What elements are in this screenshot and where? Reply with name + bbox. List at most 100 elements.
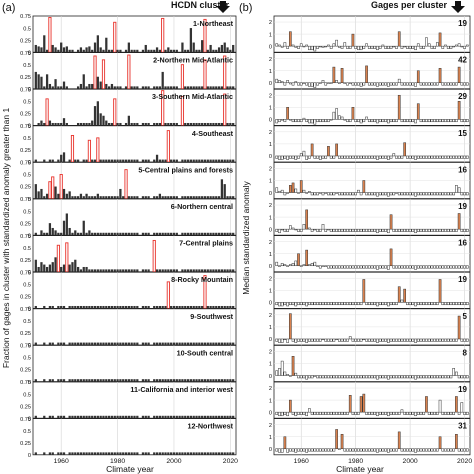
data-bar [133, 232, 136, 236]
data-bar [332, 192, 336, 196]
data-bar [291, 448, 295, 452]
data-bar [460, 402, 464, 413]
data-bar [158, 415, 162, 419]
data-bar [419, 375, 423, 379]
data-bar [206, 86, 209, 89]
highlight-bar [299, 180, 303, 193]
y-tick-label: 1 [269, 435, 272, 441]
data-bar [164, 196, 167, 199]
data-bar [172, 305, 176, 309]
data-bar [335, 338, 338, 341]
data-bar [403, 448, 407, 452]
data-bar [105, 452, 108, 455]
data-bar [280, 119, 284, 121]
data-bar [286, 448, 289, 453]
data-bar [365, 265, 368, 269]
data-bar [343, 265, 347, 269]
data-bar [91, 120, 94, 126]
data-bar [335, 39, 338, 47]
data-bar [337, 338, 341, 342]
data-bar [452, 82, 456, 86]
data-bar [406, 448, 409, 452]
data-bar [411, 375, 415, 379]
data-bar [359, 192, 363, 196]
data-bar [175, 232, 178, 236]
data-bar [215, 159, 218, 162]
data-bar [280, 228, 284, 231]
highlight-bar [403, 288, 407, 303]
data-bar [357, 45, 360, 51]
data-bar [278, 302, 281, 307]
data-bar [34, 44, 37, 53]
data-bar [212, 49, 215, 53]
y-tick-label: 0.25 [20, 404, 31, 410]
data-bar [155, 269, 159, 272]
data-bar [82, 74, 85, 89]
data-bar [170, 49, 173, 53]
data-bar [229, 232, 232, 236]
data-bar [170, 86, 173, 89]
data-bar [406, 119, 409, 123]
data-bar [400, 119, 404, 123]
data-bar [172, 342, 176, 345]
data-bar [65, 86, 68, 89]
data-bar [340, 228, 344, 232]
highlight-bar [457, 315, 461, 340]
data-bar [105, 120, 108, 126]
data-bar [376, 45, 379, 51]
data-bar [419, 265, 423, 269]
data-bar [223, 159, 226, 162]
data-bar [435, 228, 439, 232]
data-bar [141, 452, 145, 455]
data-bar [153, 122, 156, 126]
highlight-bar [70, 135, 75, 163]
data-bar [119, 305, 122, 309]
data-bar [144, 379, 147, 382]
data-bar [102, 415, 105, 419]
y-tick-label: 0 [269, 118, 272, 124]
data-bar [122, 232, 125, 236]
data-bar [116, 342, 119, 345]
y-tick-label: 1 [269, 142, 272, 148]
data-bar [370, 302, 374, 306]
data-bar [430, 338, 434, 342]
y-tick-label: 0.25 [20, 331, 31, 337]
data-bar [206, 269, 209, 272]
data-bar [327, 192, 330, 196]
data-bar [76, 232, 80, 236]
data-bar [178, 342, 181, 345]
data-bar [411, 265, 415, 269]
data-bar [124, 122, 128, 126]
data-bar [346, 338, 349, 342]
data-bar [76, 452, 80, 455]
data-bar [144, 342, 147, 345]
data-bar [161, 415, 164, 419]
data-bar [419, 45, 423, 49]
data-bar [446, 155, 450, 159]
data-bar [321, 375, 325, 379]
data-bar [389, 119, 393, 123]
data-bar [357, 375, 360, 379]
highlight-bar [438, 32, 442, 47]
data-bar [419, 119, 423, 123]
data-bar [62, 81, 66, 89]
data-bar [147, 452, 150, 455]
data-bar [403, 119, 407, 123]
data-bar [127, 415, 130, 419]
data-bar [302, 302, 306, 306]
highlight-bar [161, 90, 165, 126]
data-bar [206, 232, 209, 236]
data-bar [91, 305, 94, 309]
data-bar [275, 261, 279, 267]
data-bar [389, 45, 393, 49]
data-bar [88, 269, 91, 272]
data-bar [321, 80, 325, 84]
data-bar [365, 375, 368, 379]
data-bar [299, 43, 303, 47]
data-bar [452, 411, 456, 415]
data-bar [441, 375, 445, 379]
data-bar [389, 411, 393, 415]
data-bar [136, 86, 139, 89]
data-bar [373, 448, 377, 452]
